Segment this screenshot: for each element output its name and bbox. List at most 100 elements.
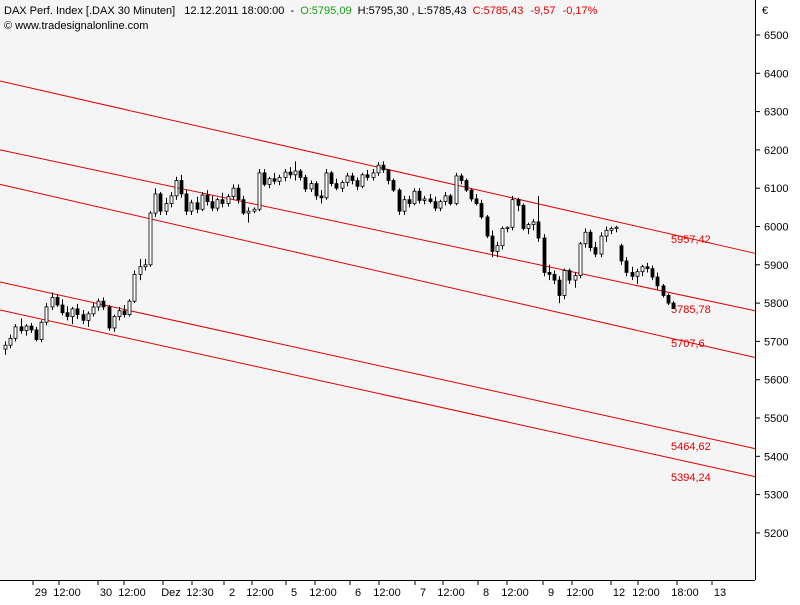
candle xyxy=(122,305,127,318)
candle-body xyxy=(288,171,293,176)
candle-body xyxy=(184,193,189,212)
candle-body xyxy=(205,194,210,203)
candle-body xyxy=(630,272,635,277)
x-tick-label: 30 xyxy=(100,587,112,599)
candle xyxy=(303,174,308,193)
candle xyxy=(272,172,277,185)
candle xyxy=(50,292,55,310)
candle-body xyxy=(376,164,381,174)
candle-body xyxy=(624,260,629,273)
candle xyxy=(148,211,153,267)
x-tick-label: 12:00 xyxy=(246,587,274,599)
x-tick-label: 12:00 xyxy=(501,587,529,599)
candle-body xyxy=(334,183,339,189)
candle xyxy=(645,262,650,273)
change-percent: -0,17% xyxy=(563,5,598,17)
x-tick-label: 7 xyxy=(420,587,426,599)
candle-body xyxy=(210,201,215,209)
candle-body xyxy=(262,172,267,185)
candle-body xyxy=(635,271,640,277)
candle-body xyxy=(614,226,619,229)
candle xyxy=(593,241,598,258)
candle xyxy=(117,306,122,321)
candle xyxy=(417,188,422,204)
x-tick-label: 12:00 xyxy=(53,587,81,599)
candle xyxy=(624,257,629,277)
candle-body xyxy=(469,189,474,200)
candle-body xyxy=(24,325,29,332)
candle-body xyxy=(578,243,583,276)
candle xyxy=(153,188,158,217)
candle xyxy=(293,161,298,181)
candle-body xyxy=(277,177,282,182)
candle xyxy=(479,199,484,219)
candle xyxy=(112,314,117,332)
candle-body xyxy=(148,212,153,266)
candle xyxy=(650,265,655,281)
candle xyxy=(309,180,314,193)
candle xyxy=(609,226,614,235)
candle-body xyxy=(3,344,8,350)
candle xyxy=(630,266,635,281)
candle xyxy=(91,303,96,317)
candle-body xyxy=(521,205,526,229)
candle xyxy=(174,176,179,200)
candle-body xyxy=(583,231,588,245)
candle xyxy=(443,192,448,206)
channel-value-label: 5464,62 xyxy=(671,441,711,453)
candle-body xyxy=(112,316,117,329)
candle-body xyxy=(60,304,65,314)
candle xyxy=(29,323,34,333)
candle xyxy=(298,169,303,181)
x-tick-label: 12:00 xyxy=(373,587,401,599)
candle xyxy=(226,193,231,207)
candle xyxy=(671,301,676,309)
candle-body xyxy=(293,170,298,176)
candle-body xyxy=(516,199,521,206)
candle xyxy=(334,178,339,191)
candle xyxy=(614,225,619,233)
candle xyxy=(433,196,438,212)
channel-value-label: 5394,24 xyxy=(671,472,711,484)
candle xyxy=(573,272,578,288)
candle-body xyxy=(464,180,469,191)
x-tick-label: 29 xyxy=(35,587,47,599)
candle-body xyxy=(86,313,91,321)
candle xyxy=(500,226,505,250)
comma-sep: , xyxy=(411,5,417,17)
x-tick-label: 13 xyxy=(714,587,726,599)
candle-body xyxy=(75,308,80,315)
candle-body xyxy=(428,198,433,203)
y-tick-label: 5700 xyxy=(764,336,788,348)
candle-body xyxy=(531,221,536,225)
candle xyxy=(448,193,453,206)
candle xyxy=(412,188,417,206)
candle-body xyxy=(567,270,572,281)
candle xyxy=(599,232,604,258)
candle xyxy=(542,234,547,277)
chart-header: DAX Perf. Index [.DAX 30 Minuten] 12.12.… xyxy=(4,5,598,17)
candle xyxy=(474,193,479,206)
plot-area xyxy=(0,0,755,580)
candle-body xyxy=(226,196,231,204)
candle xyxy=(246,207,251,223)
candle-body xyxy=(573,275,578,281)
x-tick-label: 12:30 xyxy=(186,587,214,599)
candle-body xyxy=(609,228,614,231)
y-tick-label: 5300 xyxy=(764,490,788,502)
candle-body xyxy=(650,268,655,278)
candle xyxy=(454,172,459,206)
candle-body xyxy=(547,272,552,275)
candle xyxy=(164,197,169,216)
candle-body xyxy=(360,174,365,187)
candle xyxy=(277,174,282,186)
candle xyxy=(13,324,18,342)
candle xyxy=(86,311,91,327)
x-axis: 29 12:00 30 12:00 Dez 12:30 2 12:00 5 12:00 6 12:00… xyxy=(32,580,726,599)
high-value: H:5795,30 xyxy=(358,5,409,17)
candle xyxy=(267,176,272,189)
candle-body xyxy=(241,199,246,214)
candle-body xyxy=(593,247,598,255)
candle-body xyxy=(371,172,376,178)
